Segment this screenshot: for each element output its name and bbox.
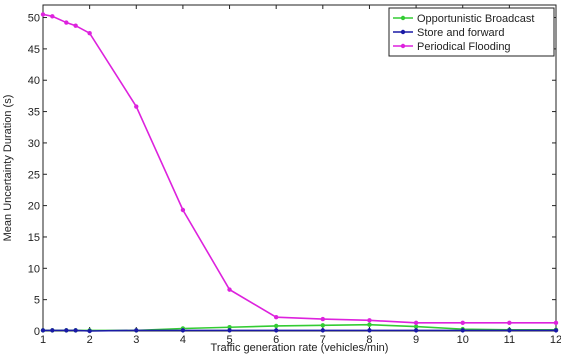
x-tick-label: 4 [180,334,186,346]
y-tick-label: 10 [28,263,40,275]
x-axis-title: Traffic generation rate (vehicles/min) [211,342,389,354]
y-tick-label: 20 [28,201,40,213]
y-tick-label: 25 [28,169,40,181]
legend-marker [400,43,406,49]
x-tick-label: 2 [87,334,93,346]
legend-marker [400,29,406,35]
x-tick-label: 12 [550,334,561,346]
x-tick-label: 1 [40,334,46,346]
data-point [320,323,326,328]
y-tick-label: 35 [28,107,40,119]
series-group [40,12,559,334]
x-tick-label: 10 [457,334,469,346]
series-store-and-forward [40,328,559,334]
x-tick-label: 11 [504,334,515,346]
data-point [460,320,465,326]
data-point [367,328,372,333]
data-point [50,328,55,333]
series-line [43,329,556,332]
x-tick-label: 7 [320,334,326,346]
legend-label: Store and forward [417,27,504,39]
data-point [320,316,326,322]
data-point [413,328,419,333]
x-tick-label: 8 [366,334,372,346]
series-periodical-flooding [40,12,559,326]
y-tick-label: 45 [28,44,40,56]
data-point [367,322,372,327]
data-point [413,324,419,329]
legend-label: Periodical Flooding [417,41,511,53]
data-point [40,12,46,17]
x-tick-label: 3 [133,334,139,346]
data-point [367,318,372,323]
plot-area [42,4,557,332]
x-tick-label: 9 [413,334,419,346]
x-tick-label: 5 [226,334,232,346]
data-point [273,323,279,329]
legend-marker [400,15,406,21]
data-point [553,320,559,326]
y-tick-label: 5 [34,295,40,307]
data-point [64,20,69,25]
data-point [320,328,326,333]
data-point [553,328,559,333]
data-point [507,320,512,326]
data-point [40,328,46,333]
x-tick-label: 6 [273,334,279,346]
data-point [507,328,512,333]
data-point [134,104,139,109]
data-point [87,328,92,334]
data-point [87,31,92,36]
y-tick-label: 30 [28,138,40,150]
data-point [134,328,139,333]
y-tick-label: 0 [34,326,40,338]
data-point [460,328,465,333]
data-point [227,328,232,333]
legend-label: Opportunistic Broadcast [417,13,534,25]
y-tick-label: 15 [28,232,40,244]
data-point [73,23,78,28]
data-point [73,328,78,333]
legend: Opportunistic Broadcast Store and forward… [388,7,555,57]
data-point [227,287,232,292]
data-point [227,325,232,330]
y-tick-label: 50 [28,13,40,25]
data-point [413,320,419,326]
data-point [64,328,69,333]
data-point [273,328,279,333]
y-tick-label: 40 [28,75,40,87]
data-point [180,328,186,333]
y-axis-title: Mean Uncertainty Duration (s) [2,95,14,242]
legend-box [388,7,555,57]
data-point [180,207,186,213]
data-point [50,14,55,19]
data-point [273,315,279,320]
